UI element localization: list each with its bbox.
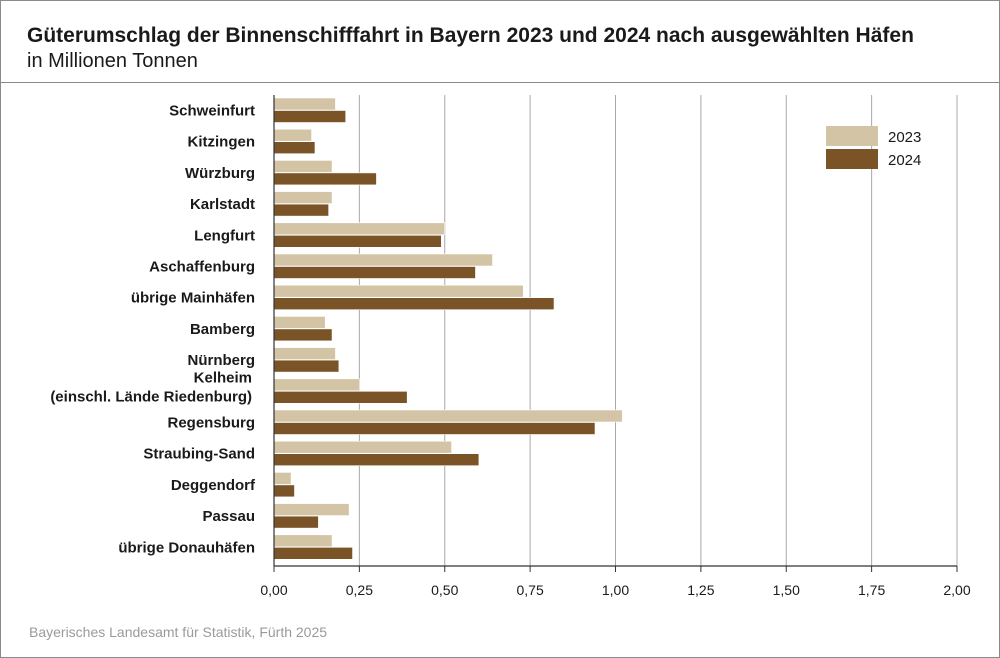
x-tick-label: 1,00 (602, 582, 629, 598)
category-label: Passau (202, 508, 255, 525)
legend-swatch-2023 (826, 126, 878, 146)
bar-2024-12 (273, 453, 480, 467)
category-label: Kitzingen (188, 134, 256, 151)
category-labels: Schweinfurt Kitzingen Würzburg Karlstadt Len… (50, 103, 256, 557)
bar-2023-7 (273, 284, 524, 298)
bar-2024-10 (273, 390, 408, 404)
bar-2023-2 (273, 128, 312, 142)
category-label: übrige Donauhäfen (118, 539, 255, 556)
x-tick-label: 0,00 (260, 582, 287, 598)
bar-2024-13 (273, 484, 295, 498)
bar-2024-6 (273, 266, 476, 279)
bar-2023-13 (273, 472, 292, 485)
category-label: Straubing-Sand (143, 446, 255, 463)
bar-2023-8 (273, 316, 326, 329)
legend: 2023 2024 (826, 126, 921, 169)
bar-2024-2 (273, 141, 316, 154)
category-label: übrige Mainhäfen (131, 290, 255, 307)
bar-2024-3 (273, 172, 377, 186)
bar-2023-5 (273, 222, 446, 236)
category-label: Nürnberg (188, 352, 256, 369)
bar-2024-7 (273, 297, 555, 311)
bar-2023-10 (273, 378, 360, 392)
bar-2024-5 (273, 235, 442, 248)
source-note: Bayerisches Landesamt für Statistik, Für… (29, 624, 328, 640)
bar-2024-14 (273, 515, 319, 529)
legend-label-2023: 2023 (888, 129, 921, 146)
x-tick-label: 2,00 (943, 582, 970, 598)
x-tick-label: 1,25 (687, 582, 714, 598)
bar-2023-6 (273, 253, 493, 267)
category-label: Aschaffenburg (149, 259, 255, 276)
x-tick-label: 0,25 (346, 582, 373, 598)
category-label: Deggendorf (171, 477, 256, 494)
category-label: Regensburg (167, 415, 255, 432)
bar-2023-1 (273, 97, 336, 111)
bar-2023-15 (273, 534, 333, 548)
legend-label-2024: 2024 (888, 152, 921, 169)
category-label: Bamberg (190, 321, 255, 338)
x-tick-label: 0,50 (431, 582, 458, 598)
bar-2023-11 (273, 409, 623, 423)
bar-2023-9 (273, 347, 336, 360)
category-label: Würzburg (185, 165, 255, 182)
x-tick-label: 1,75 (858, 582, 885, 598)
bar-2024-1 (273, 110, 347, 123)
bar-2024-9 (273, 359, 340, 373)
category-label: Schweinfurt (169, 103, 255, 120)
category-label: Karlstadt (190, 196, 255, 213)
chart-title: Güterumschlag der Binnenschifffahrt in B… (27, 24, 914, 47)
x-tick-label: 1,50 (773, 582, 800, 598)
bar-2024-8 (273, 328, 333, 342)
bar-2023-12 (273, 440, 452, 454)
bar-2023-4 (273, 191, 333, 204)
bar-2023-3 (273, 160, 333, 173)
chart-subtitle: in Millionen Tonnen (27, 50, 198, 72)
category-label: (einschl. Lände Riedenburg) (50, 388, 252, 405)
bar-2023-14 (273, 503, 350, 516)
category-label: Kelheim (194, 369, 252, 386)
x-tick-label: 0,75 (517, 582, 544, 598)
legend-swatch-2024 (826, 149, 878, 169)
x-axis: 0,00 0,25 0,50 0,75 1,00 1,25 1,50 1,75 2,00 (260, 95, 971, 598)
bar-2024-11 (273, 422, 596, 435)
bars (273, 97, 623, 560)
category-label: Lengfurt (194, 227, 255, 244)
bar-2024-4 (273, 203, 329, 217)
header-divider (0, 82, 1000, 83)
bar-2024-15 (273, 546, 353, 560)
